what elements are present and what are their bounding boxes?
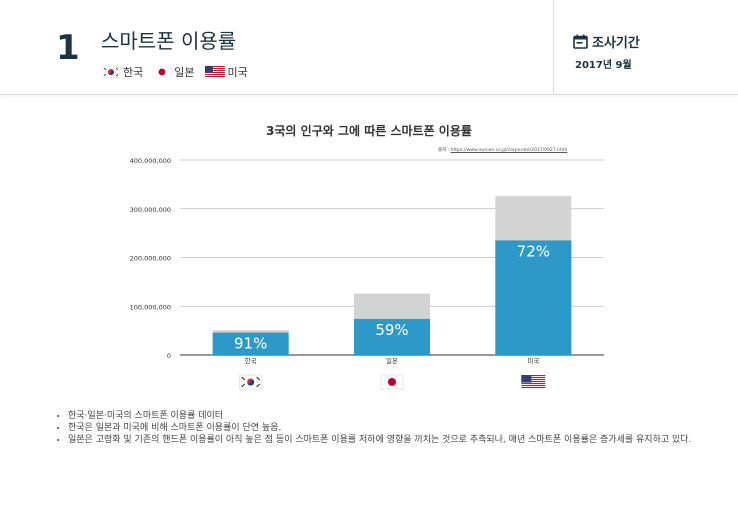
usa-flag-canton <box>521 375 532 383</box>
chart-title: 3국의 인구와 그에 따른 스마트폰 이용률 <box>266 124 472 138</box>
bar-smartphone-users <box>212 332 289 355</box>
notes-list: 한국·일본·미국의 스마트폰 이용률 데이터 한국은 일본과 미국에 비해 스마… <box>52 410 708 446</box>
legend-label-usa: 미국 <box>227 66 248 79</box>
bar-data-label: 72% <box>517 242 550 260</box>
usa-flag-stripe <box>521 377 546 379</box>
section-number: 1 <box>56 28 80 68</box>
survey-period-label: 조사기간 <box>573 32 640 51</box>
usa-flag-icon <box>204 66 225 78</box>
japan-flag-disc <box>388 378 396 386</box>
bar-data-label: 91% <box>234 335 267 353</box>
usa-flag-stripe <box>521 387 546 389</box>
legend-usa: 미국 <box>204 64 248 80</box>
note-item: 한국·일본·미국의 스마트폰 이용률 데이터 <box>68 410 708 422</box>
bar-smartphone-users <box>495 240 572 355</box>
y-tick-label: 400,000,000 <box>130 157 171 165</box>
y-tick-label: 300,000,000 <box>130 206 171 214</box>
y-tick-label: 100,000,000 <box>130 303 171 311</box>
x-tick-label: 한국 <box>245 357 257 365</box>
legend-label-korea: 한국 <box>123 66 144 79</box>
usa-flag-stripe <box>521 381 546 383</box>
calendar-icon <box>573 34 588 49</box>
korea-flag-trigram <box>241 376 246 381</box>
source-link[interactable]: https://www.aunion.co.jp/corporate/2017/… <box>450 148 568 153</box>
header-divider <box>553 0 554 94</box>
legend-japan: 일본 <box>153 64 195 80</box>
bar-smartphone-users <box>354 318 430 355</box>
korea-flag-trigram <box>241 383 246 388</box>
source-prefix: 출처 : <box>438 148 450 153</box>
chart-source: 출처 : https://www.aunion.co.jp/corporate/… <box>438 147 567 153</box>
korea-flag-trigram <box>256 383 261 388</box>
usa-flag-stripe <box>521 383 546 385</box>
usa-flag-stripe <box>521 375 546 377</box>
x-tick-label: 일본 <box>386 356 398 365</box>
x-tick-label: 미국 <box>527 356 539 365</box>
page-title: 스마트폰 이용률 <box>101 29 237 53</box>
note-item: 한국은 일본과 미국에 비해 스마트폰 이용률이 단연 높음. <box>68 422 708 434</box>
period-label: 조사기간 <box>592 36 640 51</box>
note-item: 일본은 고령화 및 기존의 핸드폰 이용률이 아직 높은 점 등이 스마트폰 이… <box>68 434 708 446</box>
bar-data-label: 59% <box>375 321 408 339</box>
header-bar: 1 스마트폰 이용률 한국 일본 미국 <box>0 0 738 95</box>
y-tick-label: 200,000,000 <box>130 255 171 263</box>
period-value: 2017년 9월 <box>575 60 632 71</box>
japan-flag-icon <box>153 66 172 78</box>
legend-label-japan: 일본 <box>174 66 195 79</box>
korea-flag-icon <box>102 66 120 78</box>
legend-korea: 한국 <box>102 64 143 80</box>
bar-chart: 0 100,000,000 200,000,000 300,000,000 400,00… <box>130 157 604 390</box>
y-tick-label: 0 <box>167 352 171 360</box>
country-legend: 한국 일본 미국 <box>102 64 258 80</box>
korea-flag-trigram <box>256 376 261 381</box>
usa-flag-stripe <box>521 385 546 387</box>
korea-flag-taegeuk-blue <box>247 380 255 386</box>
usa-flag-stripe <box>521 379 546 381</box>
